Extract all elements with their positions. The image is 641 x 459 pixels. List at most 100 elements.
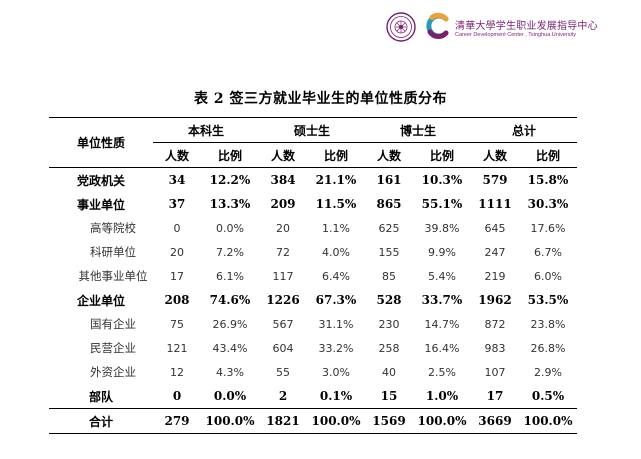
table-cell: 85 xyxy=(382,269,396,283)
brand-name-en: Career Development Center , Tsinghua Uni… xyxy=(455,32,576,38)
table-cell: 0.0% xyxy=(213,389,247,403)
row-label: 事业单位 xyxy=(76,197,125,212)
total-cell: 100.0% xyxy=(307,408,365,434)
table-cell: 20 xyxy=(170,245,184,259)
table-cell: 37 xyxy=(168,197,186,211)
table-cell: 40 xyxy=(382,365,396,379)
sub-header-row: 人数 比例 人数 比例 人数 比例 人数 比例 xyxy=(49,142,577,168)
table-cell: 625 xyxy=(378,221,400,235)
sub-header-ratio: 比例 xyxy=(519,142,577,168)
table-cell: 33.2% xyxy=(318,341,354,355)
table-cell: 0 xyxy=(173,221,181,235)
table-cell: 0.0% xyxy=(216,221,244,235)
table-row: 外资企业 12 4.3% 55 3.0% 40 2.5% 107 2.9% xyxy=(49,360,577,384)
row-label: 国有企业 xyxy=(90,317,136,331)
table-cell: 209 xyxy=(270,197,296,211)
table-cell: 15.8% xyxy=(527,173,569,187)
table-cell: 33.7% xyxy=(421,293,463,307)
employment-unit-table: 单位性质 本科生 硕士生 博士生 总计 人数 比例 人数 比例 人数 比例 人数… xyxy=(49,117,577,434)
table-cell: 161 xyxy=(376,173,402,187)
table-row: 企业单位 208 74.6% 1226 67.3% 528 33.7% 1962… xyxy=(49,288,577,312)
row-label: 部队 xyxy=(88,389,113,404)
table-cell: 865 xyxy=(376,197,402,211)
table-cell: 34 xyxy=(168,173,186,187)
sub-header-ratio: 比例 xyxy=(307,142,365,168)
table-cell: 155 xyxy=(378,245,400,259)
table-cell: 121 xyxy=(166,341,188,355)
table-cell: 230 xyxy=(378,317,400,331)
sub-header-count: 人数 xyxy=(365,142,413,168)
table-cell: 5.4% xyxy=(428,269,456,283)
table-cell: 10.3% xyxy=(421,173,463,187)
row-label: 其他事业单位 xyxy=(78,269,148,283)
table-cell: 6.7% xyxy=(534,245,562,259)
table-cell: 0 xyxy=(172,389,182,403)
table-cell: 12 xyxy=(170,365,184,379)
table-cell: 6.0% xyxy=(534,269,562,283)
table-cell: 43.4% xyxy=(212,341,248,355)
table-cell: 23.8% xyxy=(530,317,566,331)
total-cell: 1569 xyxy=(365,408,413,434)
table-cell: 75 xyxy=(170,317,184,331)
table-cell: 1226 xyxy=(266,293,300,307)
sub-header-count: 人数 xyxy=(471,142,519,168)
table-row: 党政机关 34 12.2% 384 21.1% 161 10.3% 579 15… xyxy=(49,168,577,193)
row-label: 科研单位 xyxy=(90,245,136,259)
total-cell: 279 xyxy=(153,408,201,434)
table-cell: 0.1% xyxy=(319,389,353,403)
table-row: 部队 0 0.0% 2 0.1% 15 1.0% 17 0.5% xyxy=(49,384,577,409)
tsinghua-seal-icon xyxy=(386,12,416,42)
table-body: 党政机关 34 12.2% 384 21.1% 161 10.3% 579 15… xyxy=(49,168,577,434)
group-header-row: 单位性质 本科生 硕士生 博士生 总计 xyxy=(49,117,577,168)
row-label: 民营企业 xyxy=(90,341,136,355)
cdc-c-mark-icon xyxy=(426,12,449,40)
table-cell: 55.1% xyxy=(421,197,463,211)
table-cell: 4.0% xyxy=(322,245,350,259)
table-cell: 12.2% xyxy=(209,173,251,187)
table-cell: 528 xyxy=(376,293,402,307)
table-cell: 3.0% xyxy=(322,365,350,379)
table-cell: 2 xyxy=(278,389,288,403)
table-cell: 21.1% xyxy=(315,173,357,187)
table-cell: 74.6% xyxy=(209,293,251,307)
table-cell: 55 xyxy=(276,365,290,379)
row-label: 高等院校 xyxy=(90,221,136,235)
table-cell: 17.6% xyxy=(530,221,566,235)
group-header-master: 硕士生 xyxy=(259,117,365,143)
table-cell: 67.3% xyxy=(315,293,357,307)
table-cell: 39.8% xyxy=(424,221,460,235)
table-cell: 31.1% xyxy=(318,317,354,331)
table-cell: 208 xyxy=(164,293,190,307)
sub-header-count: 人数 xyxy=(153,142,201,168)
table-cell: 1111 xyxy=(478,197,512,211)
total-cell: 1821 xyxy=(259,408,307,434)
table-row: 民营企业 121 43.4% 604 33.2% 258 16.4% 983 2… xyxy=(49,336,577,360)
table-cell: 107 xyxy=(484,365,506,379)
table-row: 国有企业 75 26.9% 567 31.1% 230 14.7% 872 23… xyxy=(49,312,577,336)
table-cell: 11.5% xyxy=(315,197,357,211)
sub-header-ratio: 比例 xyxy=(413,142,471,168)
table-cell: 4.3% xyxy=(216,365,244,379)
table-cell: 20 xyxy=(276,221,290,235)
table-cell: 30.3% xyxy=(527,197,569,211)
total-label: 合计 xyxy=(49,408,153,434)
table-cell: 72 xyxy=(276,245,290,259)
table-cell: 6.1% xyxy=(216,269,244,283)
row-label: 外资企业 xyxy=(90,365,136,379)
table-cell: 9.9% xyxy=(428,245,456,259)
row-label: 党政机关 xyxy=(76,173,125,188)
group-header-undergrad: 本科生 xyxy=(153,117,259,143)
sub-header-ratio: 比例 xyxy=(201,142,259,168)
table-title: 表 2 签三方就业毕业生的单位性质分布 xyxy=(194,91,447,107)
table-cell: 983 xyxy=(484,341,506,355)
total-row: 合计 279 100.0% 1821 100.0% 1569 100.0% 36… xyxy=(49,408,577,434)
table-cell: 13.3% xyxy=(209,197,251,211)
table-row: 科研单位 20 7.2% 72 4.0% 155 9.9% 247 6.7% xyxy=(49,240,577,264)
total-cell: 100.0% xyxy=(201,408,259,434)
table-cell: 26.8% xyxy=(530,341,566,355)
table-cell: 7.2% xyxy=(216,245,244,259)
table-cell: 258 xyxy=(378,341,400,355)
total-cell: 100.0% xyxy=(519,408,577,434)
table-cell: 15 xyxy=(380,389,398,403)
row-label: 企业单位 xyxy=(76,293,125,308)
